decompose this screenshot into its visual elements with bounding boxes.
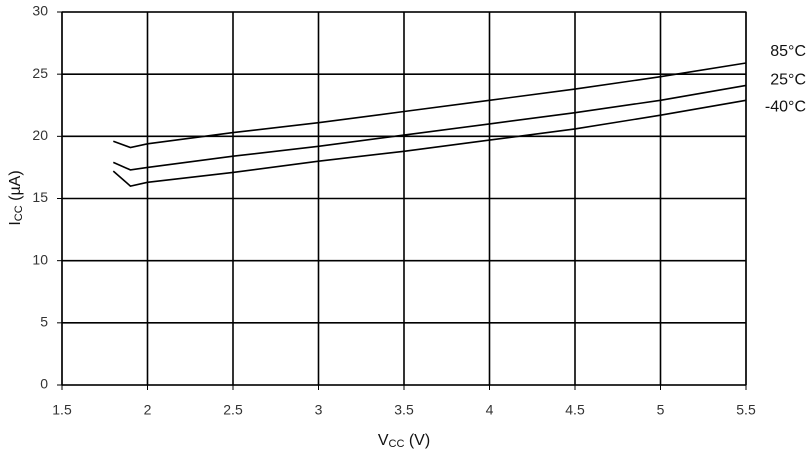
y-tick-label: 15 (32, 189, 48, 205)
series-line (112, 99, 747, 187)
x-tick-label: 5 (657, 402, 665, 418)
y-tick-label: 10 (32, 251, 48, 267)
x-tick-label: 1.5 (52, 402, 72, 418)
y-tick-label: 30 (32, 3, 48, 19)
x-tick-label: 3.5 (394, 402, 414, 418)
x-tick-label: 5.5 (736, 402, 756, 418)
series-label: 85°C (770, 43, 806, 60)
series-line (113, 62, 747, 149)
series-label: 25°C (770, 72, 806, 89)
series-label: -40°C (765, 98, 806, 115)
plot-frame (61, 11, 747, 386)
y-tick-label: 25 (32, 65, 48, 81)
x-tick-label: 2.5 (223, 402, 243, 418)
series-line (112, 84, 747, 171)
x-tick-label: 4.5 (565, 402, 585, 418)
x-tick-label: 2 (144, 402, 152, 418)
y-tick-label: 20 (32, 127, 48, 143)
y-tick-label: 0 (40, 376, 48, 392)
x-tick-label: 3 (315, 402, 323, 418)
y-axis-label: ICC (µA) (7, 170, 25, 225)
y-tick-label: 5 (40, 314, 48, 330)
x-axis-label: VCC (V) (378, 432, 430, 450)
x-tick-label: 4 (486, 402, 494, 418)
